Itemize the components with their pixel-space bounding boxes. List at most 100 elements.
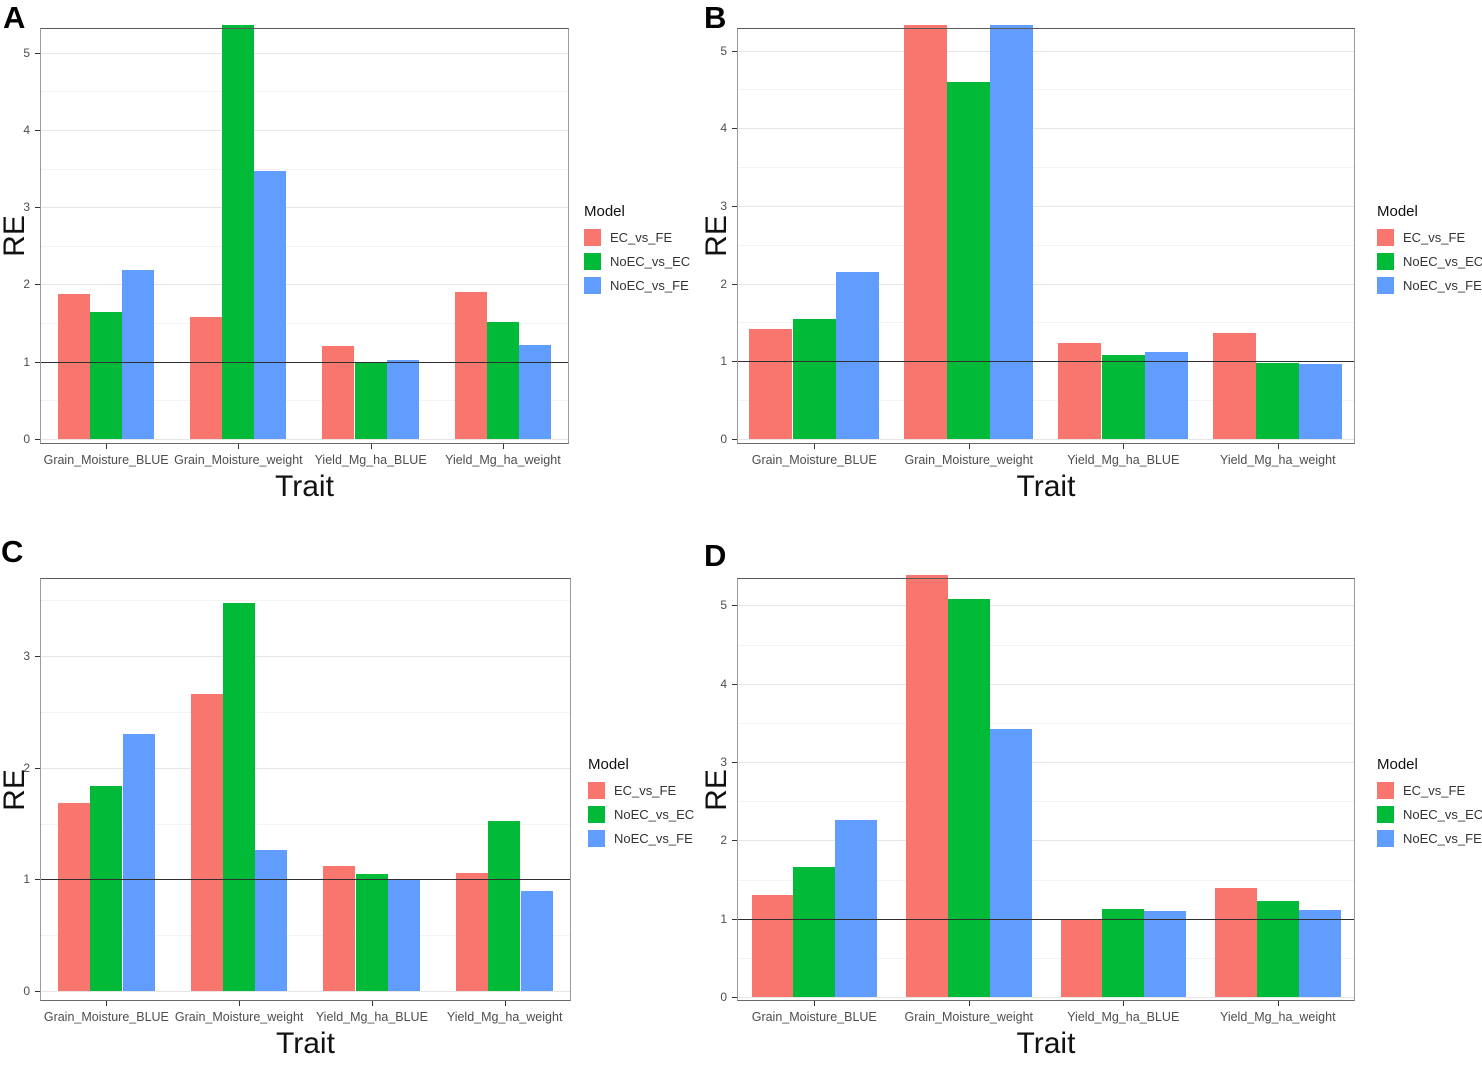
minor-gridline xyxy=(40,168,569,170)
y-tick-mark xyxy=(732,283,737,285)
minor-gridline xyxy=(40,711,571,713)
x-category-label: Grain_Moisture_BLUE xyxy=(751,1010,877,1024)
y-tick-mark xyxy=(35,129,40,131)
x-tick-mark xyxy=(238,444,240,449)
minor-gridline xyxy=(40,400,569,402)
x-tick-mark xyxy=(968,444,970,449)
panel-letter-d: D xyxy=(704,538,727,573)
x-tick-mark xyxy=(106,444,108,449)
legend-title: Model xyxy=(588,755,629,773)
legend-swatch-EC_vs_FE xyxy=(588,781,605,799)
x-category-label: Grain_Moisture_weight xyxy=(174,453,303,467)
y-tick-mark xyxy=(35,439,40,440)
bar-EC_vs_FE-Yield_Mg_ha_BLUE xyxy=(323,865,356,991)
y-tick-mark xyxy=(732,840,737,842)
bar-NoEC_vs_FE-Yield_Mg_ha_BLUE xyxy=(1144,910,1187,997)
minor-gridline xyxy=(737,957,1355,959)
minor-gridline xyxy=(40,245,569,247)
y-axis-title: RE xyxy=(700,768,733,811)
bar-EC_vs_FE-Grain_Moisture_BLUE xyxy=(751,895,794,997)
major-gridline xyxy=(40,207,569,209)
minor-gridline xyxy=(40,91,569,93)
legend-label: NoEC_vs_FE xyxy=(610,277,689,293)
minor-gridline xyxy=(737,801,1355,803)
legend-item-NoEC_vs_EC: NoEC_vs_EC xyxy=(588,805,694,823)
major-gridline xyxy=(737,205,1355,207)
minor-gridline xyxy=(737,644,1355,646)
y-tick-mark xyxy=(35,52,40,54)
bar-NoEC_vs_EC-Yield_Mg_ha_BLUE xyxy=(354,361,387,439)
legend-label: NoEC_vs_EC xyxy=(610,253,691,269)
minor-gridline xyxy=(737,322,1355,324)
x-category-label: Yield_Mg_ha_BLUE xyxy=(315,1010,428,1024)
y-axis-title: RE xyxy=(0,215,31,257)
x-category-label: Grain_Moisture_BLUE xyxy=(43,1010,169,1024)
legend-title: Model xyxy=(1377,202,1418,220)
legend-label: EC_vs_FE xyxy=(614,782,677,798)
panel-b: B 0 1 2 3 4 5 Grain_Moisture_BLUE Grain_Moisture… xyxy=(695,0,1482,530)
x-category-label: Yield_Mg_ha_BLUE xyxy=(314,453,427,467)
y-tick-mark xyxy=(732,605,737,607)
panel-a: A 0 1 2 3 4 5 Grain_Moisture_BLUE Grain_Moisture… xyxy=(0,0,695,530)
y-tick-mark xyxy=(732,997,737,998)
plot-area-d xyxy=(737,575,1355,1001)
y-tick-label: 2 xyxy=(23,277,30,292)
bar-NoEC_vs_EC-Grain_Moisture_BLUE xyxy=(793,866,836,997)
y-tick-label: 3 xyxy=(720,198,727,213)
y-tick-label: 2 xyxy=(720,833,727,848)
y-tick-label: 1 xyxy=(23,872,30,887)
y-tick-mark xyxy=(35,879,40,881)
y-tick-label: 5 xyxy=(720,598,727,613)
major-gridline xyxy=(40,52,569,54)
bar-NoEC_vs_EC-Grain_Moisture_BLUE xyxy=(90,785,123,991)
y-tick-mark xyxy=(35,991,40,992)
x-category-label: Yield_Mg_ha_BLUE xyxy=(1067,453,1180,467)
y-tick-mark xyxy=(732,439,737,440)
minor-gridline xyxy=(40,323,569,325)
y-tick-label: 0 xyxy=(23,984,30,998)
bar-NoEC_vs_FE-Yield_Mg_ha_weight xyxy=(518,344,551,439)
bar-EC_vs_FE-Grain_Moisture_weight xyxy=(190,316,223,439)
panel-letter-a: A xyxy=(3,0,26,35)
x-tick-mark xyxy=(814,1001,816,1006)
x-category-label: Grain_Moisture_BLUE xyxy=(43,453,169,467)
y-tick-mark xyxy=(35,656,40,658)
major-gridline xyxy=(40,439,569,440)
major-gridline xyxy=(40,284,569,286)
x-tick-mark xyxy=(370,444,372,449)
y-tick-mark xyxy=(732,683,737,685)
major-gridline xyxy=(40,656,571,658)
x-category-label: Grain_Moisture_weight xyxy=(904,1010,1034,1024)
bar-EC_vs_FE-Yield_Mg_ha_BLUE xyxy=(1058,343,1102,439)
y-tick-label: 0 xyxy=(720,432,727,446)
bar-NoEC_vs_FE-Yield_Mg_ha_weight xyxy=(520,890,553,991)
bar-NoEC_vs_EC-Grain_Moisture_weight xyxy=(947,81,991,439)
plot-area-a xyxy=(40,25,569,444)
legend-item-NoEC_vs_EC: NoEC_vs_EC xyxy=(1377,252,1482,270)
y-tick-label: 2 xyxy=(720,276,727,291)
bar-EC_vs_FE-Yield_Mg_ha_weight xyxy=(456,872,489,991)
legend-swatch-NoEC_vs_FE xyxy=(1377,829,1394,847)
major-gridline xyxy=(737,283,1355,285)
legend-d: Model EC_vs_FE NoEC_vs_EC NoEC_vs_FE xyxy=(1377,756,1482,854)
legend-label: EC_vs_FE xyxy=(610,229,673,245)
x-category-label: Grain_Moisture_weight xyxy=(174,1010,304,1024)
y-axis-title: RE xyxy=(0,768,31,811)
y-tick-mark xyxy=(35,361,40,363)
legend-item-EC_vs_FE: EC_vs_FE xyxy=(1377,781,1482,799)
x-category-label: Grain_Moisture_weight xyxy=(904,453,1034,467)
legend-label: NoEC_vs_FE xyxy=(1403,830,1482,846)
bar-NoEC_vs_FE-Grain_Moisture_weight xyxy=(254,170,287,439)
x-category-label: Yield_Mg_ha_weight xyxy=(445,453,561,467)
major-gridline xyxy=(737,50,1355,52)
x-axis-title: Trait xyxy=(276,1027,335,1060)
y-tick-mark xyxy=(732,361,737,363)
legend-item-NoEC_vs_FE: NoEC_vs_FE xyxy=(1377,829,1482,847)
y-tick-label: 4 xyxy=(720,676,727,691)
legend-item-NoEC_vs_FE: NoEC_vs_FE xyxy=(588,829,694,847)
y-tick-label: 5 xyxy=(23,45,30,60)
bar-NoEC_vs_FE-Yield_Mg_ha_weight xyxy=(1299,364,1343,439)
bar-EC_vs_FE-Grain_Moisture_BLUE xyxy=(749,328,793,439)
bar-NoEC_vs_EC-Grain_Moisture_weight xyxy=(222,602,255,991)
legend-swatch-NoEC_vs_FE xyxy=(584,276,601,294)
